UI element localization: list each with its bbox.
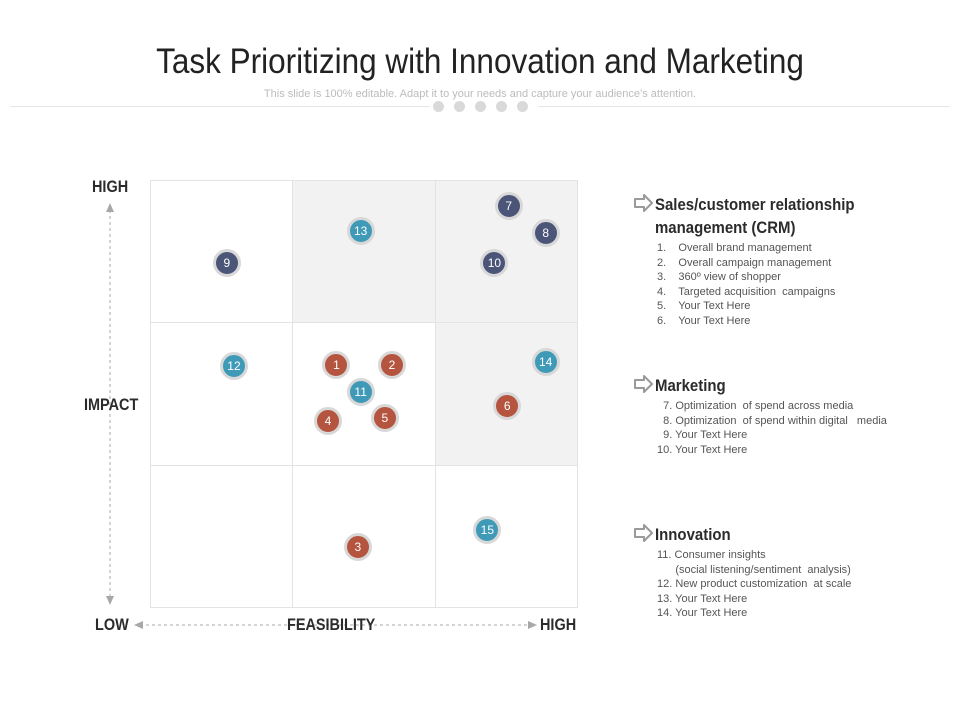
y-arrow-down-icon <box>106 596 114 605</box>
legend-crm-title-line2: management (CRM) <box>655 218 796 237</box>
matrix-cell <box>150 464 294 608</box>
arrow-right-icon <box>634 375 653 393</box>
legend-crm-list: 1. Overall brand management 2. Overall c… <box>657 241 933 328</box>
task-bubble-8: 8 <box>531 218 560 247</box>
slide-dot <box>475 101 486 112</box>
x-axis-high-label: HIGH <box>540 615 577 634</box>
legend-crm: Sales/customer relationship management (… <box>633 193 933 328</box>
slide-dot <box>517 101 528 112</box>
task-bubble-3: 3 <box>343 533 372 562</box>
task-bubble-11: 11 <box>346 378 375 407</box>
slide-dot <box>496 101 507 112</box>
list-item: 12. New product customization at scale <box>657 578 852 590</box>
x-axis-label: FEASIBILITY <box>287 615 376 634</box>
y-axis-label: IMPACT <box>84 395 139 414</box>
y-axis-high-label: HIGH <box>92 177 129 196</box>
task-bubble-1: 1 <box>322 351 351 380</box>
task-bubble-6: 6 <box>493 392 522 421</box>
list-item: 11. Consumer insights <box>657 549 766 561</box>
legend-innovation: Innovation 11. Consumer insights (social… <box>633 523 933 621</box>
legend-crm-title: Sales/customer relationship <box>655 195 855 214</box>
list-item: 2. Overall campaign management <box>657 256 832 269</box>
task-bubble-12: 12 <box>219 352 248 381</box>
task-bubble-15: 15 <box>473 516 502 545</box>
legend-marketing-list: 7. Optimization of spend across media 8.… <box>657 399 933 457</box>
slide-dot <box>433 101 444 112</box>
x-axis-low-label: LOW <box>95 615 129 634</box>
task-bubble-7: 7 <box>494 191 523 220</box>
legend-marketing: Marketing 7. Optimization of spend acros… <box>633 374 933 457</box>
list-item: (social listening/sentiment analysis) <box>657 563 851 576</box>
task-bubble-10: 10 <box>480 248 509 277</box>
task-bubble-5: 5 <box>370 403 399 432</box>
list-item: 8. Optimization of spend within digital … <box>657 414 887 427</box>
list-item: 1. Overall brand management <box>657 242 812 254</box>
legend-marketing-title: Marketing <box>655 376 726 395</box>
list-item: 3. 360º view of shopper <box>657 271 781 283</box>
list-item: 6. Your Text Here <box>657 314 751 327</box>
matrix-cell <box>150 322 294 466</box>
list-item: 5. Your Text Here <box>657 300 751 312</box>
matrix-cell <box>292 180 436 324</box>
x-arrow-right-icon <box>528 621 537 629</box>
list-item: 10. Your Text Here <box>657 443 748 456</box>
task-bubble-2: 2 <box>377 351 406 380</box>
header-divider-left <box>10 106 430 107</box>
task-bubble-9: 9 <box>212 248 241 277</box>
list-item: 4. Targeted acquisition campaigns <box>657 285 836 298</box>
priority-matrix: 1 2 3 4 5 6 7 8 9 10 11 12 13 14 15 <box>150 180 578 608</box>
task-bubble-4: 4 <box>313 406 342 435</box>
list-item: 13. Your Text Here <box>657 592 748 605</box>
task-bubble-13: 13 <box>346 217 375 246</box>
header-divider-right <box>538 106 950 107</box>
page-subtitle: This slide is 100% editable. Adapt it to… <box>263 88 697 100</box>
page-title: Task Prioritizing with Innovation and Ma… <box>156 42 804 81</box>
slide-dots <box>433 101 533 113</box>
legend-innovation-list: 11. Consumer insights (social listening/… <box>657 548 933 621</box>
arrow-right-icon <box>634 524 653 542</box>
matrix-cell <box>434 464 578 608</box>
list-item: 9. Your Text Here <box>657 429 748 441</box>
legend-innovation-title: Innovation <box>655 525 731 544</box>
x-arrow-left-icon <box>134 621 143 629</box>
list-item: 14. Your Text Here <box>657 607 748 619</box>
slide-dot <box>454 101 465 112</box>
task-bubble-14: 14 <box>531 348 560 377</box>
list-item: 7. Optimization of spend across media <box>657 400 854 412</box>
arrow-right-icon <box>634 194 653 212</box>
y-arrow-up-icon <box>106 203 114 212</box>
